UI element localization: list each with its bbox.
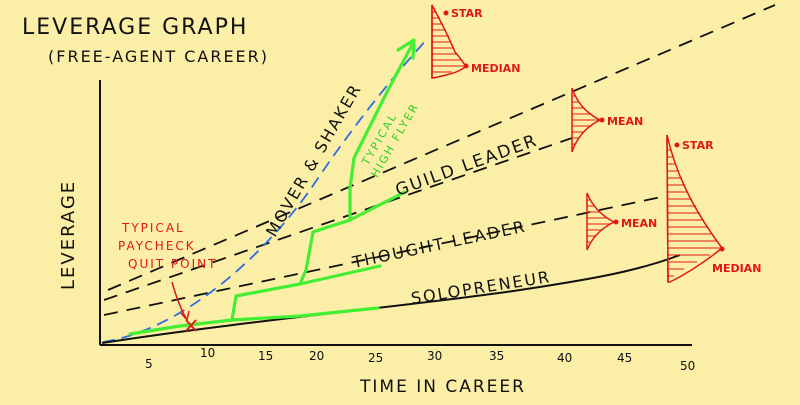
solo-star-dot	[674, 142, 680, 148]
y-axis-label: LEVERAGE	[58, 180, 79, 290]
guild-distribution: MEAN	[571, 87, 643, 153]
green-thought-leader-path	[230, 264, 382, 322]
thought-mean-dot	[613, 219, 619, 225]
top-median-label: MEDIAN	[471, 62, 520, 75]
guild-mean-label: MEAN	[607, 115, 643, 128]
thought-leader-dashed-line	[103, 195, 667, 316]
x-tick-15: 15	[258, 349, 273, 363]
dashed-tracks	[103, 4, 776, 316]
green-high-flyer-path	[348, 43, 414, 222]
x-tick-40: 40	[557, 351, 572, 365]
solo-median-dot	[719, 246, 725, 252]
green-guild-leader-path	[298, 190, 407, 286]
x-tick-50: 50	[680, 359, 695, 373]
quit-point-arrow	[171, 281, 187, 319]
x-tick-10: 10	[200, 346, 215, 360]
green-career-paths	[128, 38, 416, 336]
top-star-dot	[443, 10, 449, 16]
top-dashed-line	[107, 4, 776, 291]
x-tick-45: 45	[617, 351, 632, 365]
top-distribution: STAR MEDIAN	[431, 4, 520, 79]
title-line-1: LEVERAGE GRAPH	[22, 15, 248, 40]
quit-point-x-mark	[185, 319, 197, 332]
x-tick-20: 20	[309, 349, 324, 363]
x-tick-25: 25	[368, 351, 383, 365]
x-tick-labels: 5 10 15 20 25 30 35 40 45 50	[145, 346, 695, 373]
x-tick-30: 30	[427, 349, 442, 363]
title-line-2: (FREE-AGENT CAREER)	[48, 47, 269, 66]
x-tick-5: 5	[145, 357, 153, 371]
guild-leader-dashed-line	[103, 137, 573, 301]
guild-leader-label: GUILD LEADER	[393, 131, 541, 201]
axes	[99, 80, 692, 346]
top-star-label: STAR	[451, 7, 483, 20]
guild-mean-dot	[599, 117, 605, 123]
solo-star-label: STAR	[682, 139, 714, 152]
thought-distribution: MEAN	[586, 192, 657, 251]
solo-median-label: MEDIAN	[712, 262, 761, 275]
green-arrowhead	[396, 38, 416, 60]
quit-line-3: QUIT POINT	[128, 257, 217, 271]
x-axis-label: TIME IN CAREER	[359, 377, 526, 397]
quit-line-2: PAYCHECK	[118, 239, 196, 253]
thought-leader-label: THOUGHT LEADER	[350, 217, 528, 273]
quit-line-1: TYPICAL	[121, 221, 185, 235]
green-base-path	[128, 306, 380, 336]
thought-mean-label: MEAN	[621, 217, 657, 230]
solopreneur-label: SOLOPRENEUR	[410, 267, 553, 308]
solo-distribution-curve	[666, 134, 724, 283]
x-tick-35: 35	[489, 349, 504, 363]
thought-distribution-curve	[586, 192, 616, 251]
solo-distribution: STAR MEDIAN	[666, 134, 761, 283]
solopreneur-line	[101, 254, 681, 344]
top-median-dot	[463, 63, 469, 69]
quit-point-annotation: TYPICAL PAYCHECK QUIT POINT	[118, 221, 217, 271]
mover-shaker-blue-curve	[102, 37, 429, 343]
